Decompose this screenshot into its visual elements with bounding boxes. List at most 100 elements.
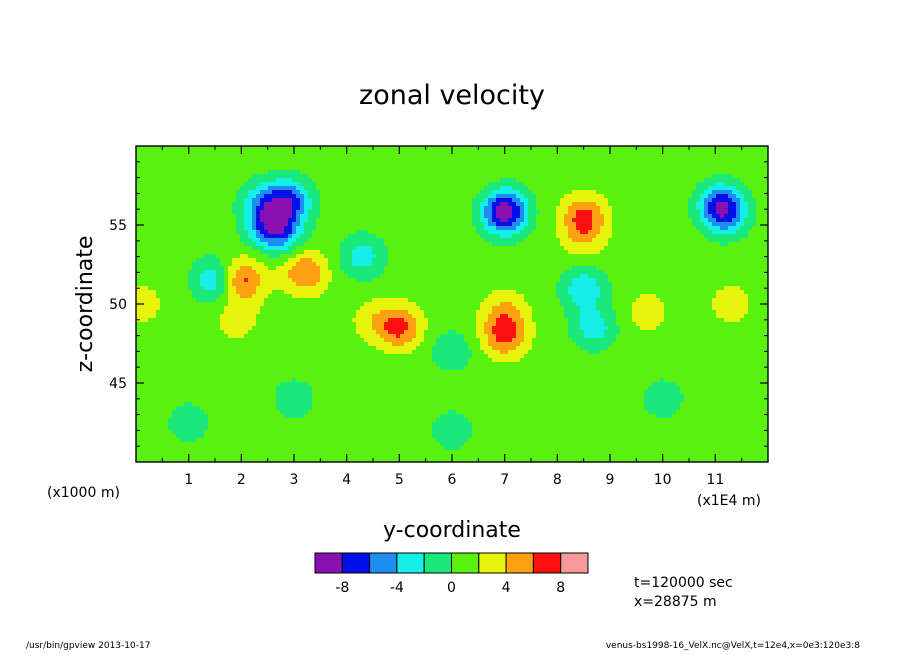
field-cell	[716, 174, 720, 178]
field-cell	[312, 250, 316, 254]
field-cell	[360, 242, 364, 246]
field-cell	[664, 386, 668, 390]
field-cell	[316, 282, 320, 286]
field-cell	[284, 214, 288, 218]
field-cell	[740, 306, 744, 310]
field-cell	[292, 198, 296, 202]
field-cell	[488, 298, 492, 302]
field-cell	[568, 230, 572, 234]
field-cell	[244, 274, 248, 278]
field-cell	[704, 218, 708, 222]
field-cell	[556, 210, 560, 214]
field-cell	[300, 290, 304, 294]
field-cell	[576, 302, 580, 306]
field-cell	[252, 186, 256, 190]
field-cell	[488, 354, 492, 358]
field-cell	[480, 222, 484, 226]
field-cell	[296, 290, 300, 294]
field-cell	[372, 334, 376, 338]
field-cell	[356, 266, 360, 270]
field-cell	[724, 206, 728, 210]
field-cell	[712, 178, 716, 182]
field-cell	[308, 402, 312, 406]
field-cell	[184, 410, 188, 414]
field-cell	[716, 198, 720, 202]
field-cell	[256, 202, 260, 206]
field-cell	[492, 322, 496, 326]
field-cell	[232, 302, 236, 306]
field-cell	[392, 346, 396, 350]
field-cell	[304, 278, 308, 282]
field-cell	[200, 274, 204, 278]
field-cell	[292, 270, 296, 274]
field-cell	[404, 318, 408, 322]
field-cell	[372, 242, 376, 246]
field-cell	[284, 174, 288, 178]
field-cell	[496, 298, 500, 302]
field-cell	[592, 286, 596, 290]
field-cell	[256, 282, 260, 286]
field-cell	[700, 222, 704, 226]
field-cell	[260, 234, 264, 238]
field-cell	[144, 290, 148, 294]
field-cell	[292, 378, 296, 382]
colorbar-swatch	[478, 552, 507, 574]
field-cell	[316, 250, 320, 254]
field-cell	[716, 294, 720, 298]
field-cell	[580, 282, 584, 286]
field-cell	[708, 190, 712, 194]
field-cell	[588, 338, 592, 342]
field-cell	[448, 334, 452, 338]
field-cell	[712, 302, 716, 306]
field-cell	[372, 314, 376, 318]
field-cell	[228, 286, 232, 290]
field-cell	[228, 306, 232, 310]
field-cell	[476, 226, 480, 230]
field-cell	[252, 278, 256, 282]
field-cell	[728, 186, 732, 190]
field-cell	[584, 294, 588, 298]
field-cell	[272, 242, 276, 246]
field-cell	[228, 266, 232, 270]
field-cell	[484, 186, 488, 190]
field-cell	[272, 250, 276, 254]
field-cell	[736, 218, 740, 222]
field-cell	[180, 418, 184, 422]
field-cell	[580, 270, 584, 274]
field-cell	[520, 338, 524, 342]
field-cell	[560, 214, 564, 218]
field-cell	[716, 206, 720, 210]
field-cell	[496, 346, 500, 350]
field-cell	[584, 238, 588, 242]
field-cell	[600, 206, 604, 210]
field-cell	[720, 242, 724, 246]
field-cell	[584, 222, 588, 226]
field-cell	[420, 330, 424, 334]
field-cell	[504, 226, 508, 230]
field-cell	[236, 222, 240, 226]
field-cell	[236, 230, 240, 234]
field-cell	[716, 230, 720, 234]
field-cell	[556, 214, 560, 218]
field-cell	[292, 178, 296, 182]
field-cell	[304, 406, 308, 410]
field-cell	[484, 222, 488, 226]
field-cell	[264, 242, 268, 246]
field-cell	[368, 278, 372, 282]
field-cell	[180, 430, 184, 434]
field-cell	[732, 190, 736, 194]
field-cell	[656, 318, 660, 322]
field-cell	[268, 218, 272, 222]
field-cell	[564, 298, 568, 302]
field-cell	[300, 194, 304, 198]
field-cell	[740, 186, 744, 190]
field-cell	[592, 230, 596, 234]
field-cell	[276, 386, 280, 390]
field-cell	[732, 182, 736, 186]
field-cell	[512, 330, 516, 334]
field-cell	[452, 346, 456, 350]
field-cell	[364, 234, 368, 238]
field-cell	[300, 214, 304, 218]
field-cell	[344, 266, 348, 270]
field-cell	[560, 218, 564, 222]
